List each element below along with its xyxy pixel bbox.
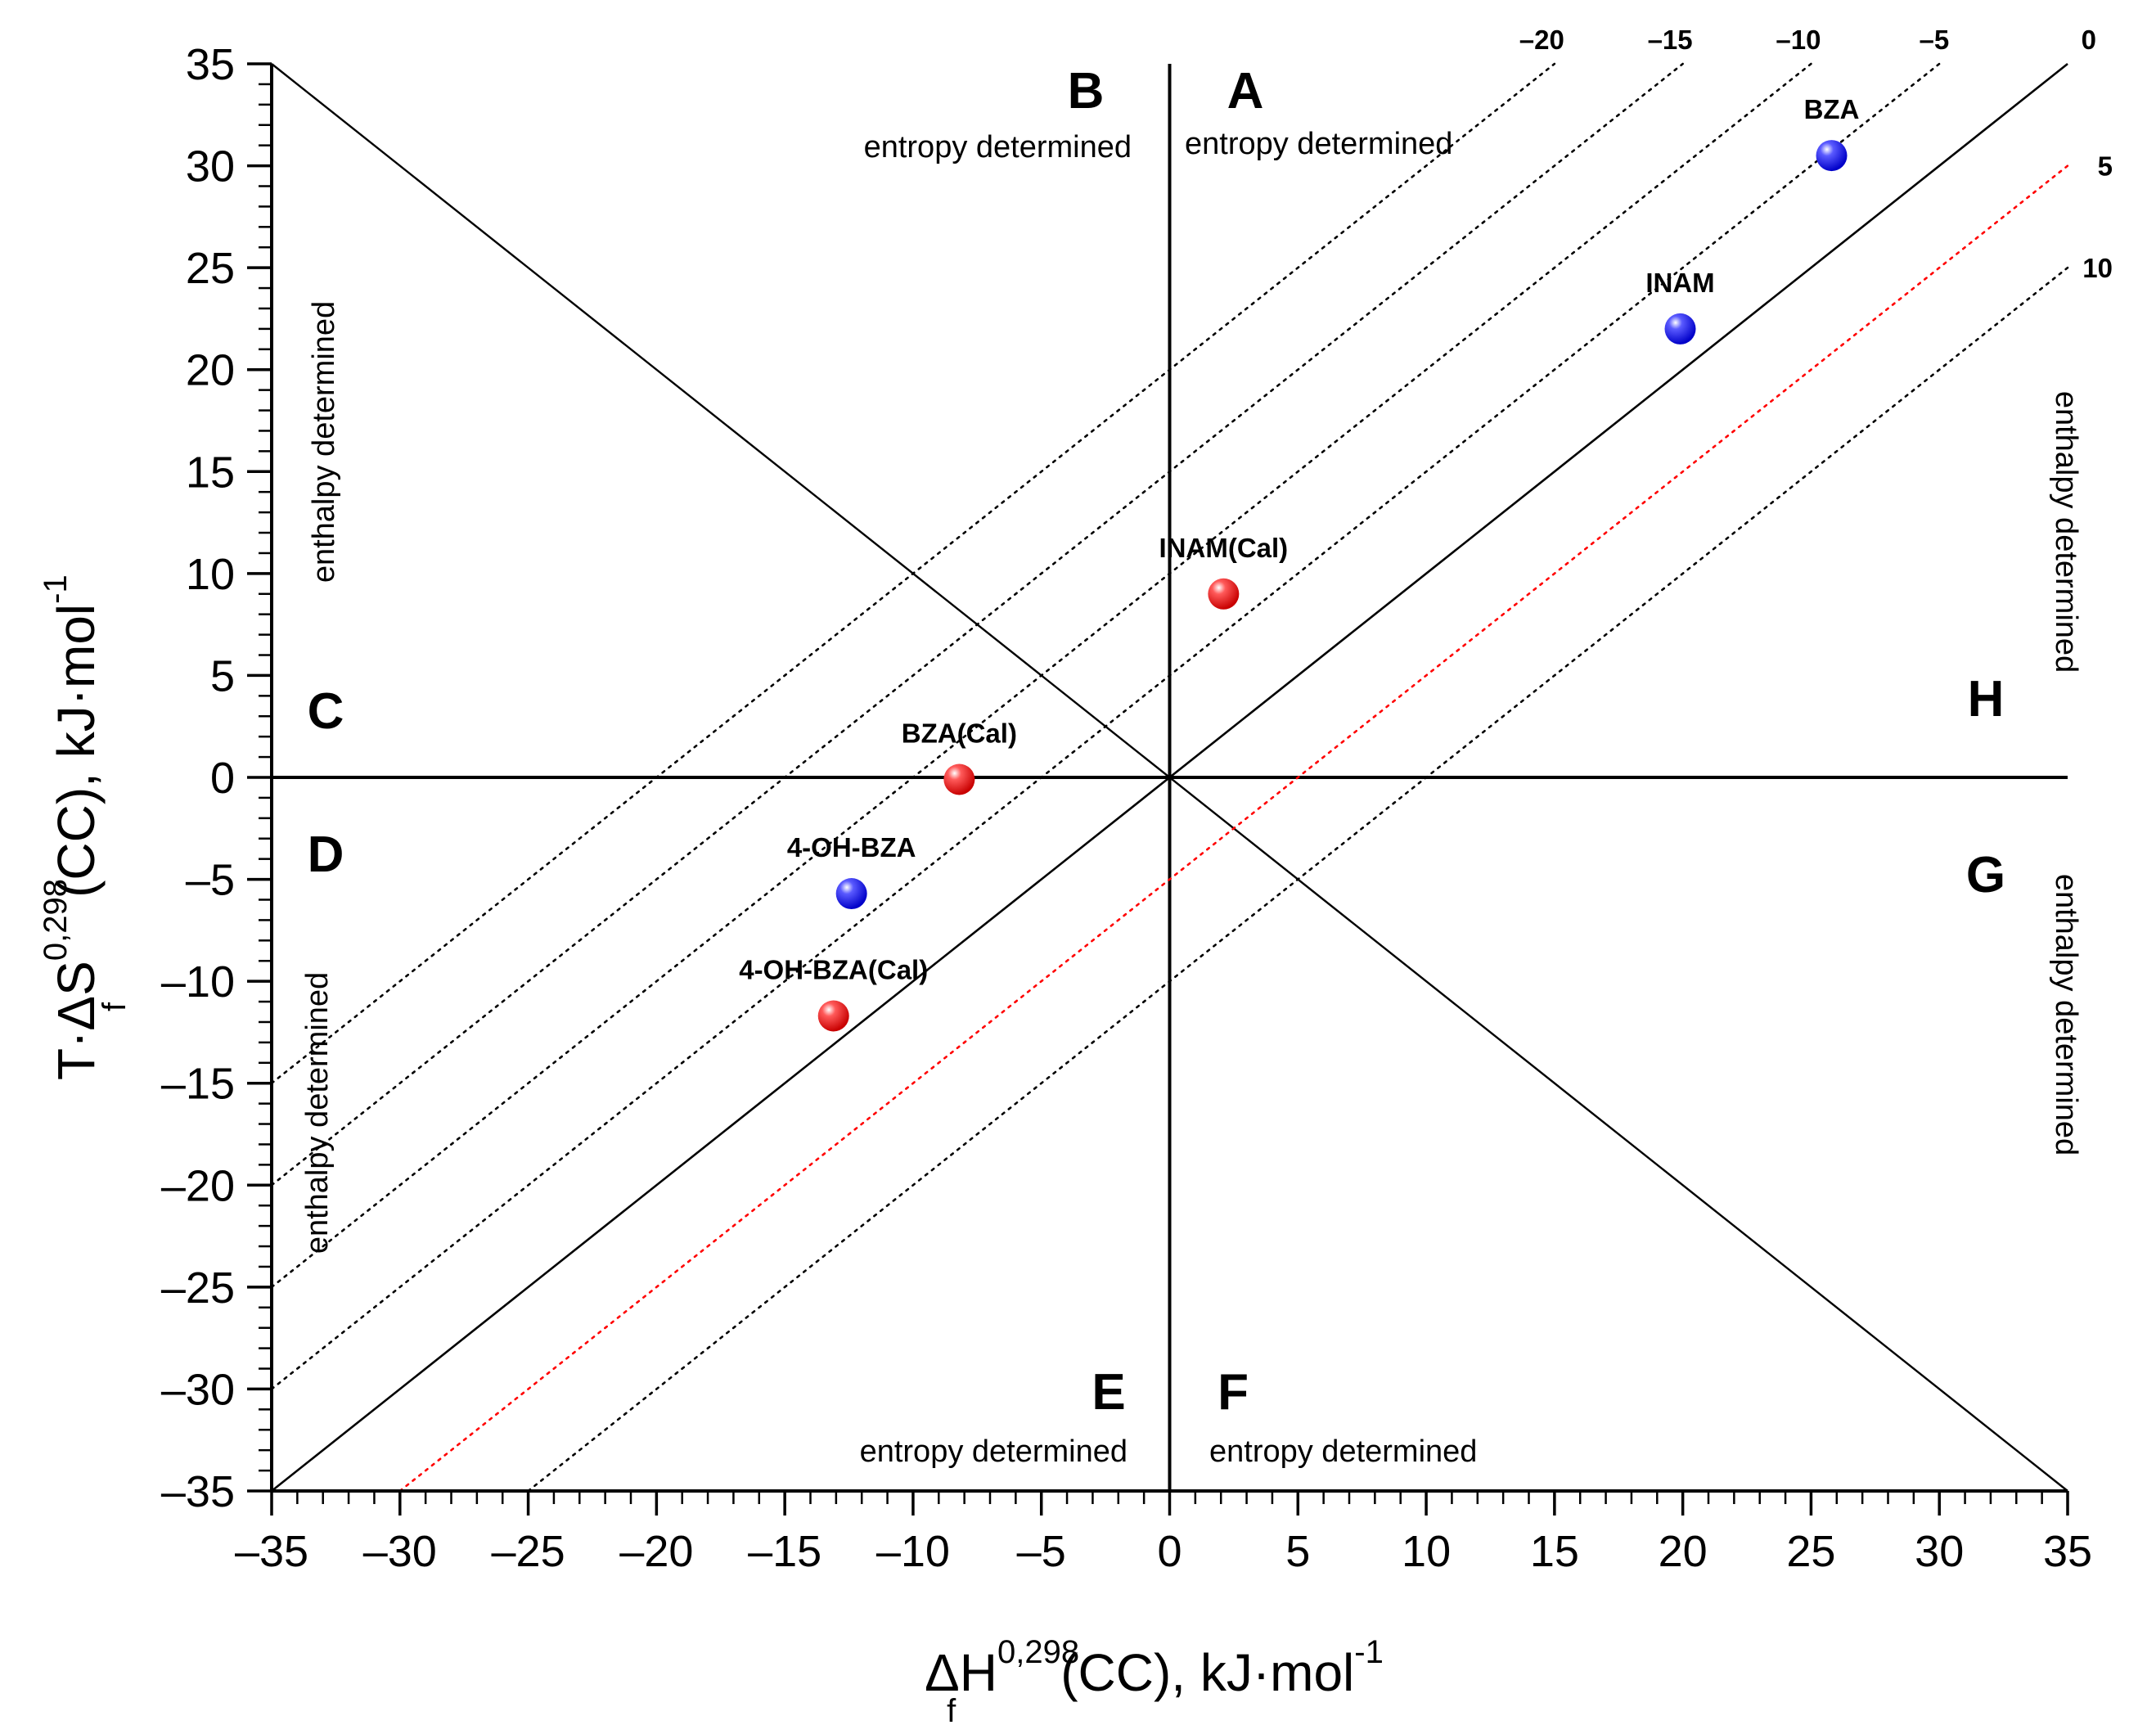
region-note-F: entropy determined [1209, 1434, 1477, 1469]
y-tick-label-2: –25 [161, 1263, 235, 1313]
isolines: –20 –15 –10 –5 0 5 10 [270, 25, 2113, 1493]
x-tick-label-4: –15 [748, 1527, 821, 1576]
isoline-3 [270, 62, 1941, 1390]
x-tick-label-5: –10 [876, 1527, 950, 1576]
y-tick-label-12: 25 [186, 244, 235, 293]
data-point-label-0-2: 4-OH-BZA [787, 832, 916, 862]
region-note-B: entropy determined [864, 130, 1132, 164]
data-point-label-0-0: BZA [1804, 94, 1860, 124]
region-letter-B: B [1068, 63, 1105, 119]
y-tick-label-4: –15 [161, 1060, 235, 1109]
x-tick-label-7: 0 [1157, 1527, 1182, 1576]
isoline-label-3: –5 [1919, 25, 1949, 55]
region-letter-D: D [308, 826, 344, 883]
axes: –35 –30 –25 –20 –15 –10 –5 0 5 10 15 20 25 30 35 –35 –30… [161, 40, 2092, 1576]
y-tick-label-6: –5 [186, 856, 235, 905]
isoline-label-5: 5 [2098, 151, 2113, 182]
region-letter-A: A [1227, 63, 1264, 119]
region-letter-F: F [1218, 1364, 1249, 1421]
x-tick-label-8: 5 [1285, 1527, 1310, 1576]
data-point-0-1 [1664, 313, 1696, 345]
x-axis-title: ΔH0,298 f(CC), kJ·mol-1 [925, 1634, 1384, 1729]
region-letter-H: H [1968, 671, 2005, 727]
data-point-0-2 [835, 878, 867, 910]
y-tick-label-9: 10 [186, 550, 235, 599]
data-point-label-1-2: 4-OH-BZA(Cal) [739, 954, 928, 984]
x-tick-label-11: 20 [1659, 1527, 1708, 1576]
region-note-H: enthalpy determined [2049, 391, 2083, 673]
isoline-2 [270, 62, 1812, 1289]
region-letter-C: C [308, 683, 344, 740]
isoline-label-6: 10 [2082, 253, 2113, 283]
x-tick-label-1: –30 [363, 1527, 437, 1576]
y-tick-label-14: 35 [186, 40, 235, 89]
region-letter-E: E [1092, 1364, 1125, 1421]
y-tick-label-7: 0 [210, 754, 235, 803]
data-points: BZA INAM 4-OH-BZA INAM(Cal) BZA(Cal) 4-OH-BZA… [739, 94, 1860, 1032]
data-point-1-1 [943, 763, 975, 795]
y-tick-label-13: 30 [186, 142, 235, 191]
x-tick-label-9: 10 [1402, 1527, 1451, 1576]
x-tick-label-0: –35 [235, 1527, 308, 1576]
region-note-G: enthalpy determined [2049, 874, 2083, 1155]
region-note-E: entropy determined [860, 1434, 1128, 1469]
y-axis-title: T·ΔS0,298f(CC), kJ·mol-1 [38, 574, 133, 1080]
isoline-label-2: –10 [1776, 25, 1821, 55]
y-tick-label-0: –35 [161, 1467, 235, 1516]
x-tick-label-12: 25 [1786, 1527, 1835, 1576]
y-tick-label-11: 20 [186, 346, 235, 395]
x-tick-label-6: –5 [1017, 1527, 1066, 1576]
x-tick-label-13: 30 [1915, 1527, 1964, 1576]
y-tick-label-8: 5 [210, 651, 235, 700]
data-point-1-2 [817, 1000, 849, 1032]
x-tick-label-14: 35 [2043, 1527, 2092, 1576]
data-point-0-0 [1816, 140, 1848, 172]
y-tick-label-3: –20 [161, 1161, 235, 1210]
isoline-1 [270, 62, 1684, 1187]
isoline-6 [527, 266, 2069, 1493]
isoline-0 [270, 62, 1556, 1085]
region-note-A: entropy determined [1185, 127, 1452, 161]
x-tick-label-10: 15 [1530, 1527, 1579, 1576]
isoline-label-1: –15 [1648, 25, 1693, 55]
isoline-label-4: 0 [2082, 25, 2096, 55]
isoline-4 [271, 62, 2068, 1493]
region-note-C: enthalpy determined [307, 301, 341, 583]
region-letter-G: G [1966, 847, 2005, 903]
isoline-label-0: –20 [1519, 25, 1564, 55]
x-tick-label-2: –25 [492, 1527, 565, 1576]
data-point-label-1-1: BZA(Cal) [902, 718, 1017, 748]
y-tick-label-5: –10 [161, 957, 235, 1007]
y-tick-label-10: 15 [186, 448, 235, 497]
data-point-label-0-1: INAM [1645, 268, 1714, 298]
region-note-D: enthalpy determined [300, 972, 335, 1254]
y-tick-label-1: –30 [161, 1365, 235, 1414]
x-tick-label-3: –20 [619, 1527, 693, 1576]
data-point-label-1-0: INAM(Cal) [1159, 533, 1289, 563]
data-point-1-0 [1208, 578, 1240, 610]
isoline-5 [398, 164, 2069, 1493]
